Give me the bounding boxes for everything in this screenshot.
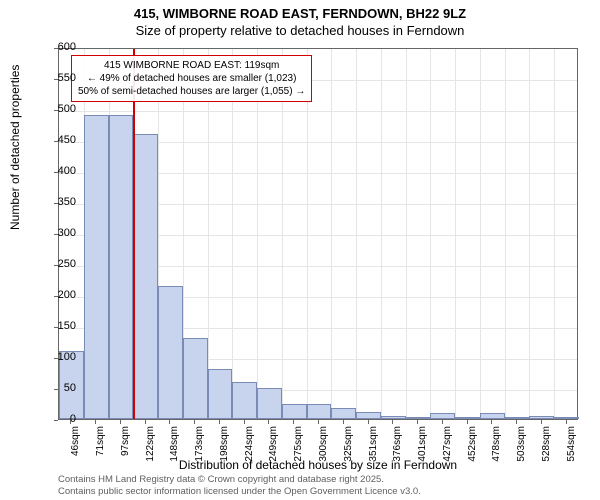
y-tick-mark xyxy=(54,172,58,173)
gridline-v xyxy=(554,49,555,419)
x-tick-mark xyxy=(120,420,121,424)
gridline-v xyxy=(282,49,283,419)
bar xyxy=(480,413,505,419)
y-tick-label: 350 xyxy=(46,196,76,208)
x-tick-mark xyxy=(244,420,245,424)
x-tick-mark xyxy=(194,420,195,424)
x-tick-mark xyxy=(169,420,170,424)
annotation-box: 415 WIMBORNE ROAD EAST: 119sqm← 49% of d… xyxy=(71,55,312,102)
x-tick-mark xyxy=(541,420,542,424)
x-tick-mark xyxy=(516,420,517,424)
gridline-v xyxy=(381,49,382,419)
y-tick-mark xyxy=(54,48,58,49)
bar xyxy=(505,417,530,419)
bar xyxy=(307,404,332,420)
gridline-v xyxy=(480,49,481,419)
bar xyxy=(183,338,208,419)
x-axis-label: Distribution of detached houses by size … xyxy=(58,458,578,472)
bar xyxy=(109,115,134,419)
footer-line1: Contains HM Land Registry data © Crown c… xyxy=(58,474,421,486)
gridline-v xyxy=(430,49,431,419)
chart-title-desc: Size of property relative to detached ho… xyxy=(0,21,600,38)
gridline-h xyxy=(59,111,577,112)
x-tick-mark xyxy=(70,420,71,424)
bar xyxy=(84,115,109,419)
y-tick-mark xyxy=(54,79,58,80)
x-tick-mark xyxy=(417,420,418,424)
gridline-v xyxy=(529,49,530,419)
annotation-line: 50% of semi-detached houses are larger (… xyxy=(78,85,305,98)
marker-line xyxy=(133,49,135,419)
bar xyxy=(529,416,554,419)
bar xyxy=(208,369,233,419)
y-tick-label: 250 xyxy=(46,258,76,270)
bar xyxy=(356,412,381,419)
gridline-v xyxy=(232,49,233,419)
bar xyxy=(554,417,579,419)
x-tick-mark xyxy=(145,420,146,424)
y-tick-label: 100 xyxy=(46,351,76,363)
bar xyxy=(455,417,480,419)
x-tick-mark xyxy=(268,420,269,424)
x-tick-mark xyxy=(318,420,319,424)
y-tick-label: 550 xyxy=(46,72,76,84)
y-tick-mark xyxy=(54,234,58,235)
x-tick-mark xyxy=(368,420,369,424)
y-tick-mark xyxy=(54,296,58,297)
x-tick-mark xyxy=(95,420,96,424)
gridline-v xyxy=(257,49,258,419)
y-tick-label: 0 xyxy=(46,413,76,425)
footer-attribution: Contains HM Land Registry data © Crown c… xyxy=(58,474,421,498)
gridline-v xyxy=(505,49,506,419)
y-tick-label: 300 xyxy=(46,227,76,239)
x-tick-mark xyxy=(566,420,567,424)
annotation-line: 415 WIMBORNE ROAD EAST: 119sqm xyxy=(78,59,305,72)
bar xyxy=(282,404,307,420)
gridline-v xyxy=(356,49,357,419)
chart-title-address: 415, WIMBORNE ROAD EAST, FERNDOWN, BH22 … xyxy=(0,0,600,21)
bar xyxy=(430,413,455,419)
x-tick-mark xyxy=(491,420,492,424)
footer-line2: Contains public sector information licen… xyxy=(58,486,421,498)
bar xyxy=(331,408,356,419)
bar xyxy=(406,417,431,419)
y-tick-label: 450 xyxy=(46,134,76,146)
annotation-line: ← 49% of detached houses are smaller (1,… xyxy=(78,72,305,85)
y-tick-mark xyxy=(54,389,58,390)
gridline-v xyxy=(331,49,332,419)
x-tick-mark xyxy=(442,420,443,424)
x-tick-mark xyxy=(467,420,468,424)
x-tick-mark xyxy=(293,420,294,424)
y-tick-mark xyxy=(54,141,58,142)
chart-plot-area: 415 WIMBORNE ROAD EAST: 119sqm← 49% of d… xyxy=(58,48,578,420)
y-tick-label: 400 xyxy=(46,165,76,177)
gridline-v xyxy=(455,49,456,419)
x-tick-mark xyxy=(392,420,393,424)
y-axis-label: Number of detached properties xyxy=(8,65,22,230)
gridline-v xyxy=(406,49,407,419)
y-tick-mark xyxy=(54,327,58,328)
y-tick-mark xyxy=(54,203,58,204)
bar xyxy=(257,388,282,419)
y-tick-mark xyxy=(54,420,58,421)
gridline-v xyxy=(307,49,308,419)
x-tick-mark xyxy=(219,420,220,424)
bar xyxy=(381,416,406,419)
y-tick-mark xyxy=(54,265,58,266)
bar xyxy=(133,134,158,419)
gridline-v xyxy=(208,49,209,419)
y-tick-mark xyxy=(54,110,58,111)
bar xyxy=(158,286,183,419)
x-tick-mark xyxy=(343,420,344,424)
y-tick-label: 200 xyxy=(46,289,76,301)
y-tick-label: 150 xyxy=(46,320,76,332)
y-tick-mark xyxy=(54,358,58,359)
y-tick-label: 500 xyxy=(46,103,76,115)
y-tick-label: 50 xyxy=(46,382,76,394)
bar xyxy=(232,382,257,419)
y-tick-label: 600 xyxy=(46,41,76,53)
